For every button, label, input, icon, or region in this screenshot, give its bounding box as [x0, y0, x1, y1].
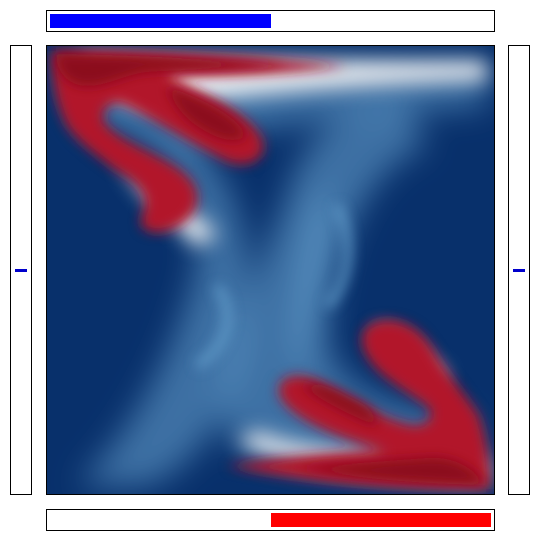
fluid-heatmap	[47, 46, 494, 494]
left-paddle-marker	[15, 269, 27, 272]
bottom-progress-fill	[270, 513, 491, 527]
right-paddle-marker	[513, 269, 525, 272]
top-progress-bar	[46, 10, 495, 32]
bottom-progress-bar	[46, 509, 495, 531]
fluid-field	[46, 45, 495, 495]
top-progress-fill	[50, 14, 271, 28]
blue-curls	[194, 203, 353, 371]
left-paddle-track	[10, 45, 32, 495]
red-cores	[55, 54, 486, 485]
right-paddle-track	[508, 45, 530, 495]
